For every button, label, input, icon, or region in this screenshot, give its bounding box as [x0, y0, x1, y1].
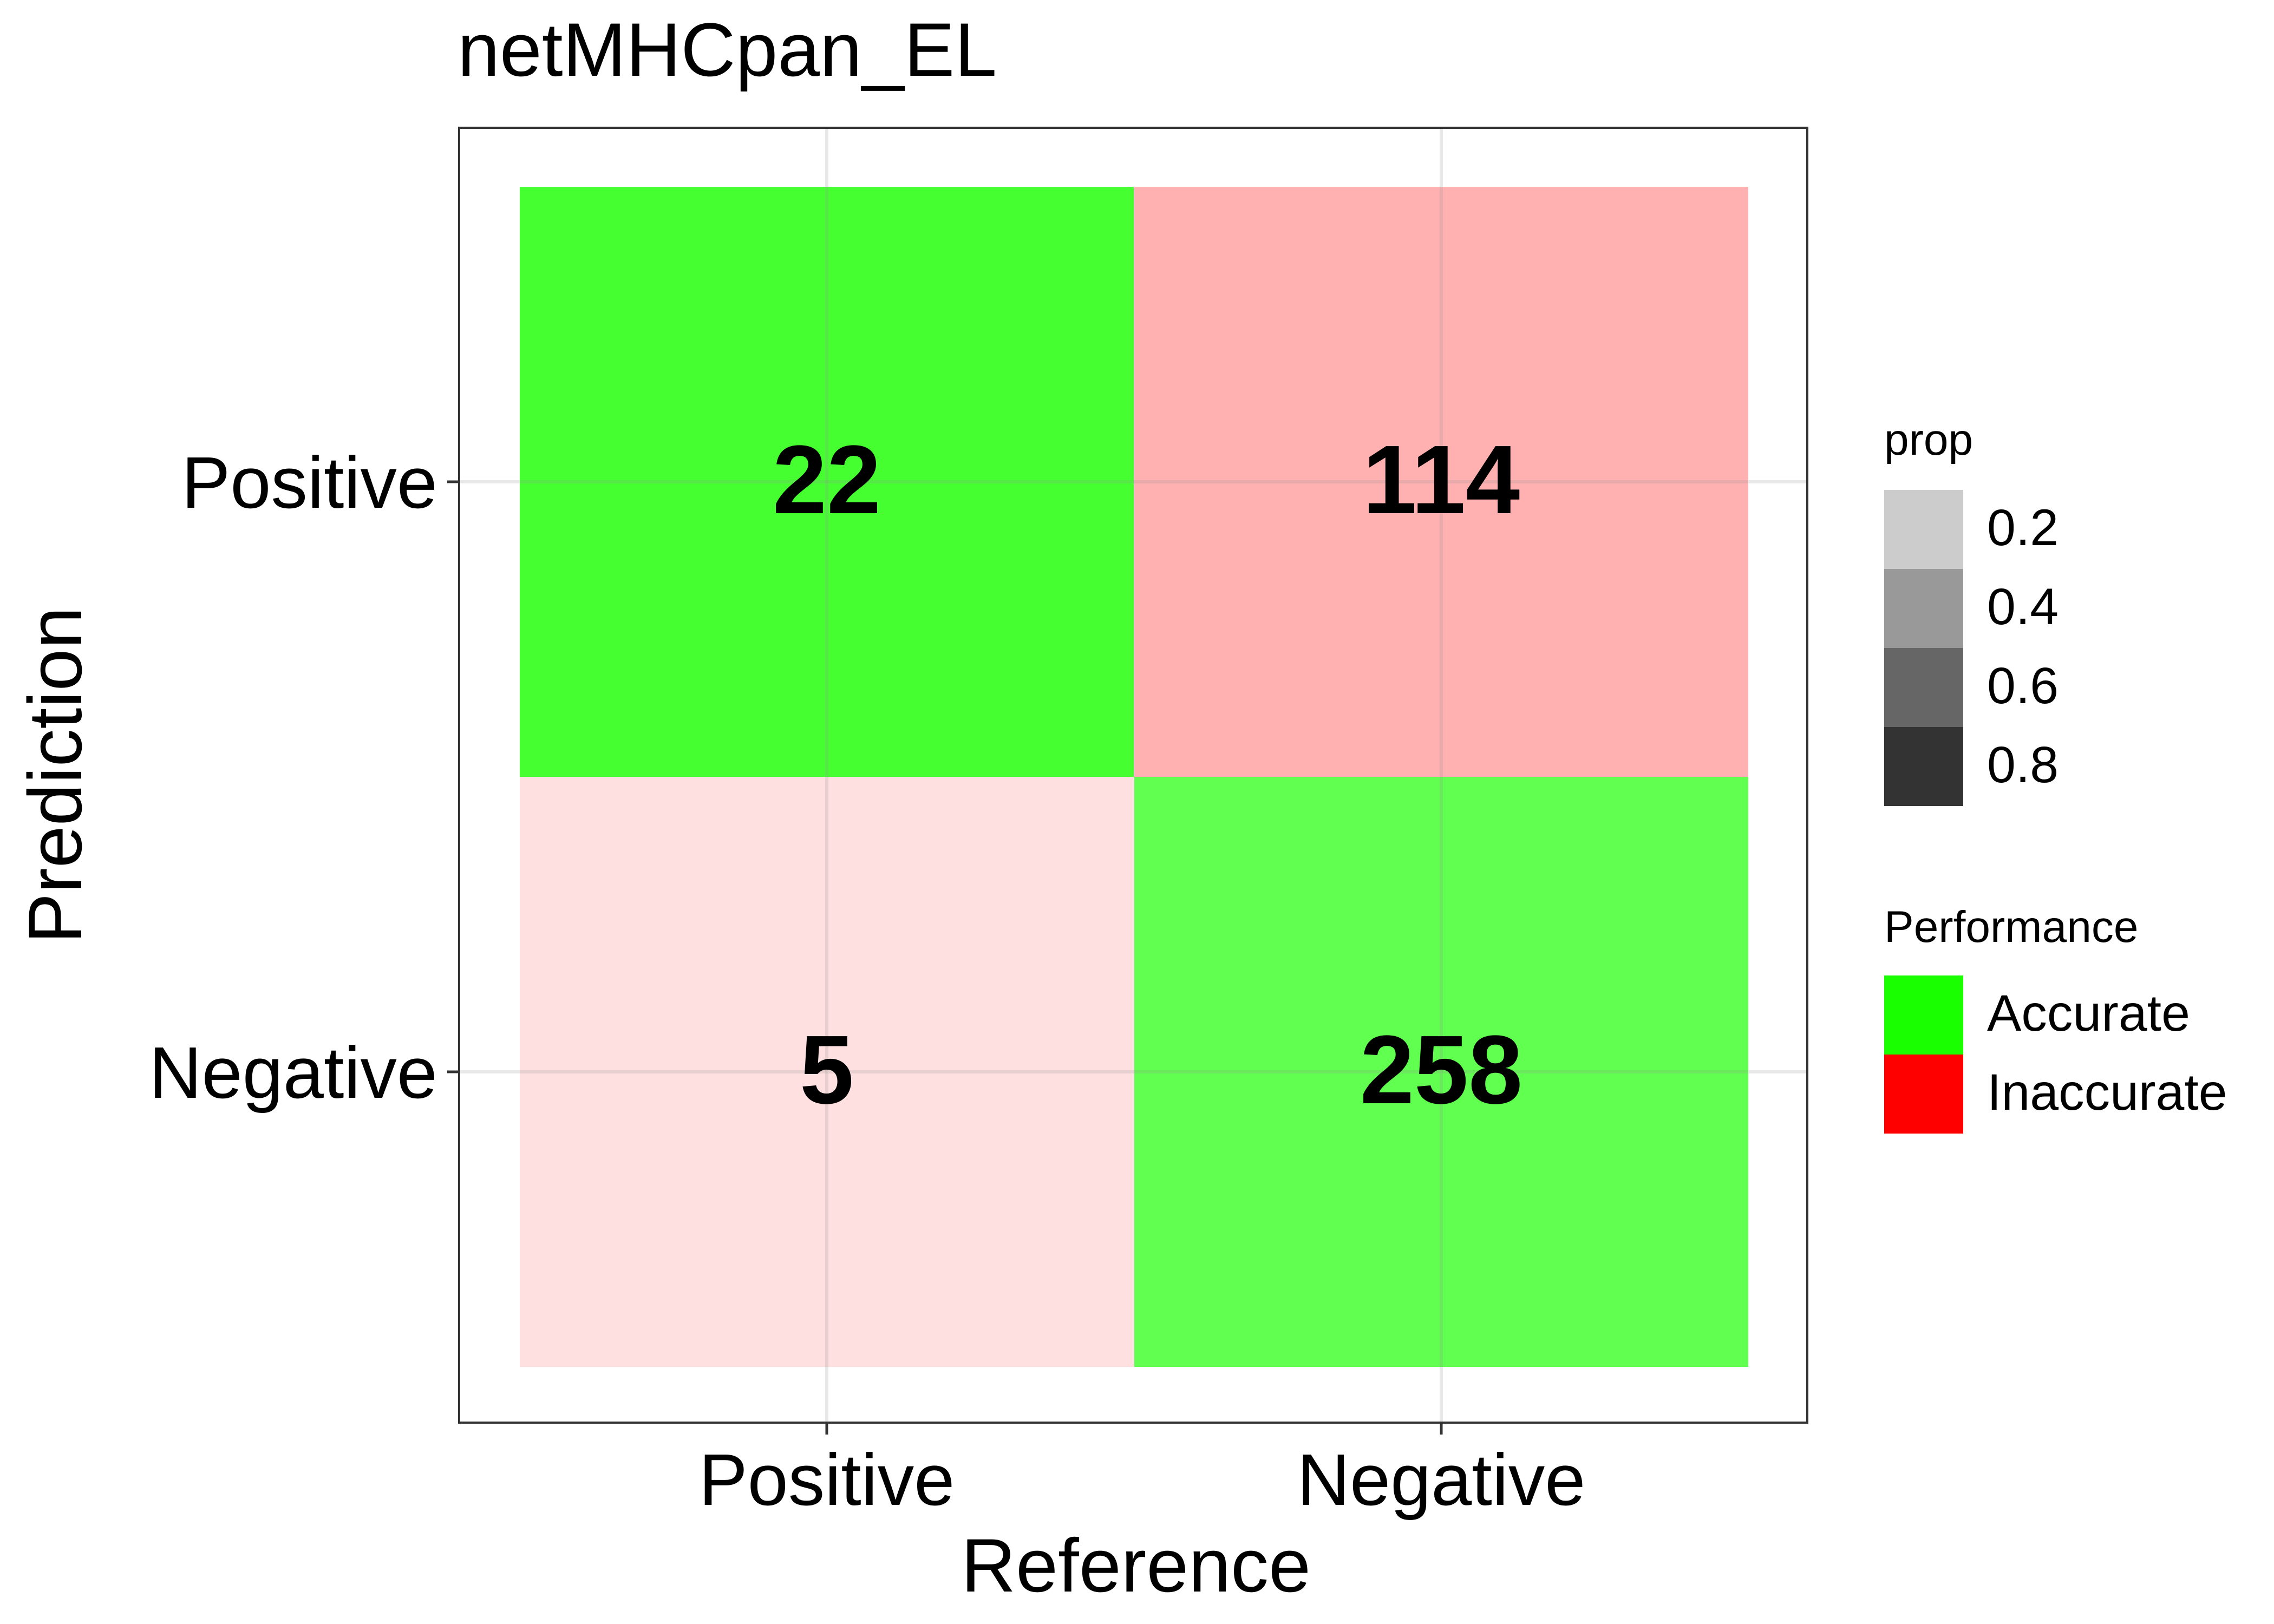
prop-legend-label: 0.4	[1987, 578, 2059, 636]
cell-value-label: 5	[800, 1016, 854, 1124]
prop-legend: prop 0.2 0.4 0.6 0.8	[1884, 415, 2059, 806]
tile-negative-negative	[1134, 777, 1748, 1367]
prop-legend-label: 0.2	[1987, 499, 2059, 556]
performance-legend-label: Inaccurate	[1987, 1064, 2227, 1121]
y-tick-label: Negative	[149, 1032, 437, 1114]
plot-panel: 22 114 5 258	[458, 127, 1808, 1424]
y-axis: Positive Negative	[149, 442, 459, 1114]
cell-value-label: 258	[1360, 1016, 1522, 1124]
x-axis-title: Reference	[961, 1523, 1311, 1608]
tiles	[520, 187, 1748, 1367]
x-axis: Positive Negative	[699, 1423, 1586, 1521]
cell-value-label: 114	[1363, 425, 1520, 534]
cell-labels: 22 114 5 258	[773, 425, 1522, 1124]
prop-legend-key	[1884, 490, 1963, 569]
tile-negative-positive	[520, 777, 1134, 1367]
cell-value-label: 22	[773, 425, 881, 534]
performance-legend-key	[1884, 975, 1963, 1055]
prop-legend-key	[1884, 648, 1963, 727]
performance-legend-key	[1884, 1055, 1963, 1134]
prop-legend-title: prop	[1884, 415, 1973, 464]
panel-border	[458, 127, 1808, 1424]
performance-legend: Performance Accurate Inaccurate	[1884, 902, 2227, 1134]
prop-legend-label: 0.8	[1987, 736, 2059, 794]
prop-legend-key	[1884, 569, 1963, 648]
performance-legend-label: Accurate	[1987, 985, 2190, 1042]
prop-legend-key	[1884, 727, 1963, 806]
chart-title: netMHCpan_EL	[458, 7, 997, 92]
performance-legend-title: Performance	[1884, 902, 2138, 952]
x-tick-label: Negative	[1297, 1439, 1586, 1521]
tile-positive-positive	[520, 187, 1134, 777]
tile-positive-negative	[1134, 187, 1748, 777]
y-tick-label: Positive	[181, 442, 437, 523]
gridlines	[459, 128, 1807, 1423]
y-axis-title: Prediction	[12, 607, 97, 944]
x-tick-label: Positive	[699, 1439, 955, 1521]
prop-legend-label: 0.6	[1987, 657, 2059, 715]
